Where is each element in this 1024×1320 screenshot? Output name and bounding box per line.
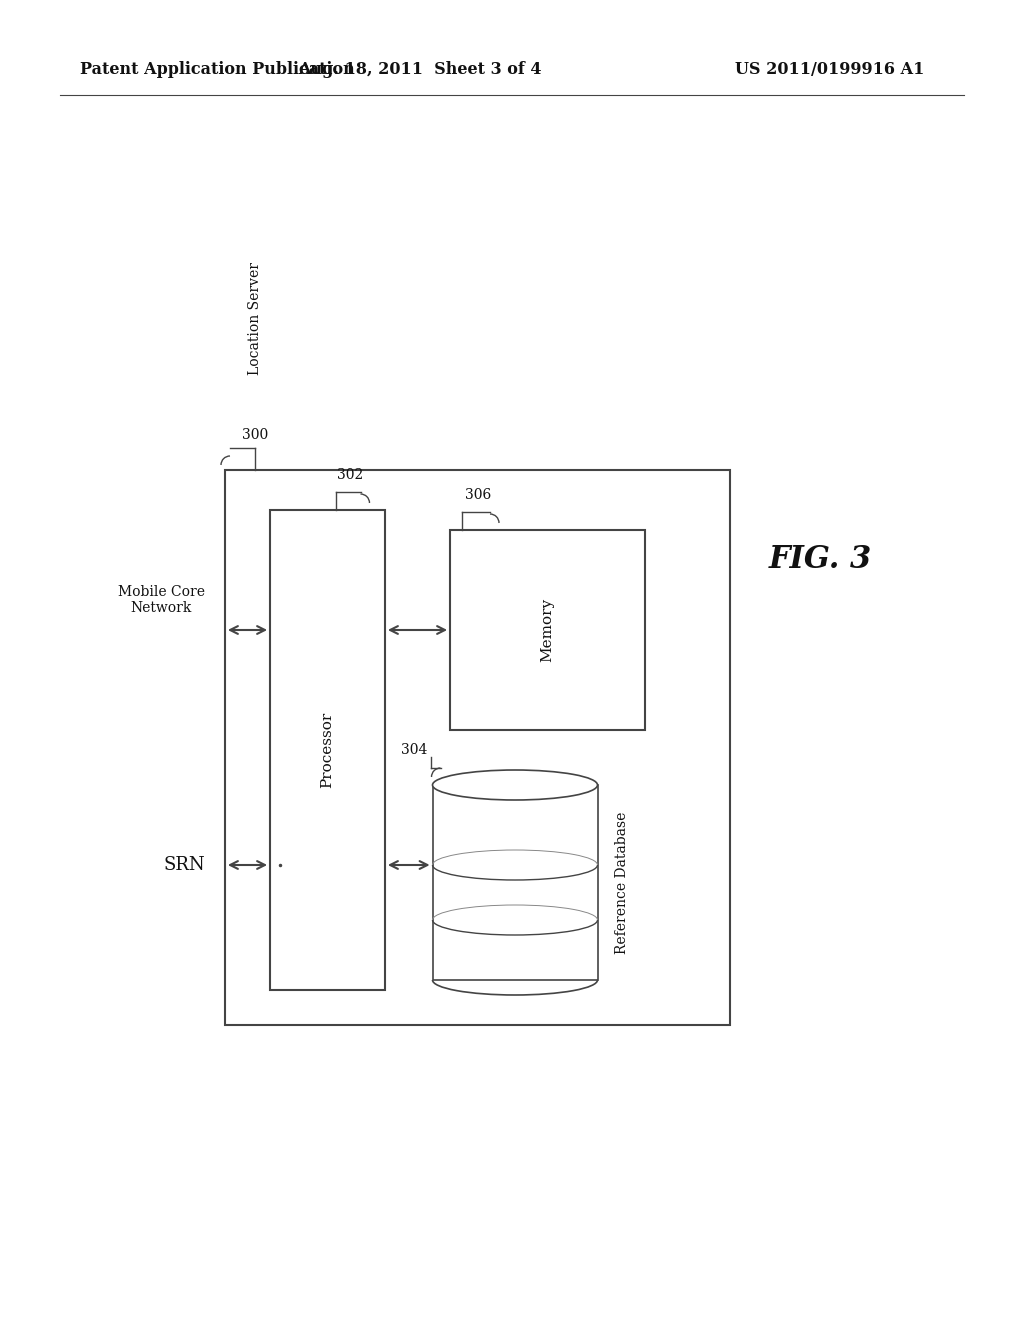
Text: 306: 306 xyxy=(465,488,492,502)
Text: 300: 300 xyxy=(242,428,268,442)
Bar xyxy=(225,470,730,1026)
Text: FIG. 3: FIG. 3 xyxy=(768,544,871,576)
Text: Memory: Memory xyxy=(541,598,555,663)
Text: 304: 304 xyxy=(401,743,427,756)
Bar xyxy=(432,785,597,979)
Text: Mobile Core
Network: Mobile Core Network xyxy=(118,585,205,615)
Text: Location Server: Location Server xyxy=(248,261,262,375)
Text: Patent Application Publication: Patent Application Publication xyxy=(80,62,354,78)
Bar xyxy=(450,531,645,730)
Text: SRN: SRN xyxy=(164,855,205,874)
Text: Aug. 18, 2011  Sheet 3 of 4: Aug. 18, 2011 Sheet 3 of 4 xyxy=(298,62,542,78)
Text: Processor: Processor xyxy=(321,711,335,788)
Text: Reference Database: Reference Database xyxy=(615,812,630,953)
Ellipse shape xyxy=(432,770,597,800)
Bar xyxy=(270,510,385,990)
Text: US 2011/0199916 A1: US 2011/0199916 A1 xyxy=(735,62,925,78)
Text: 302: 302 xyxy=(338,469,364,482)
